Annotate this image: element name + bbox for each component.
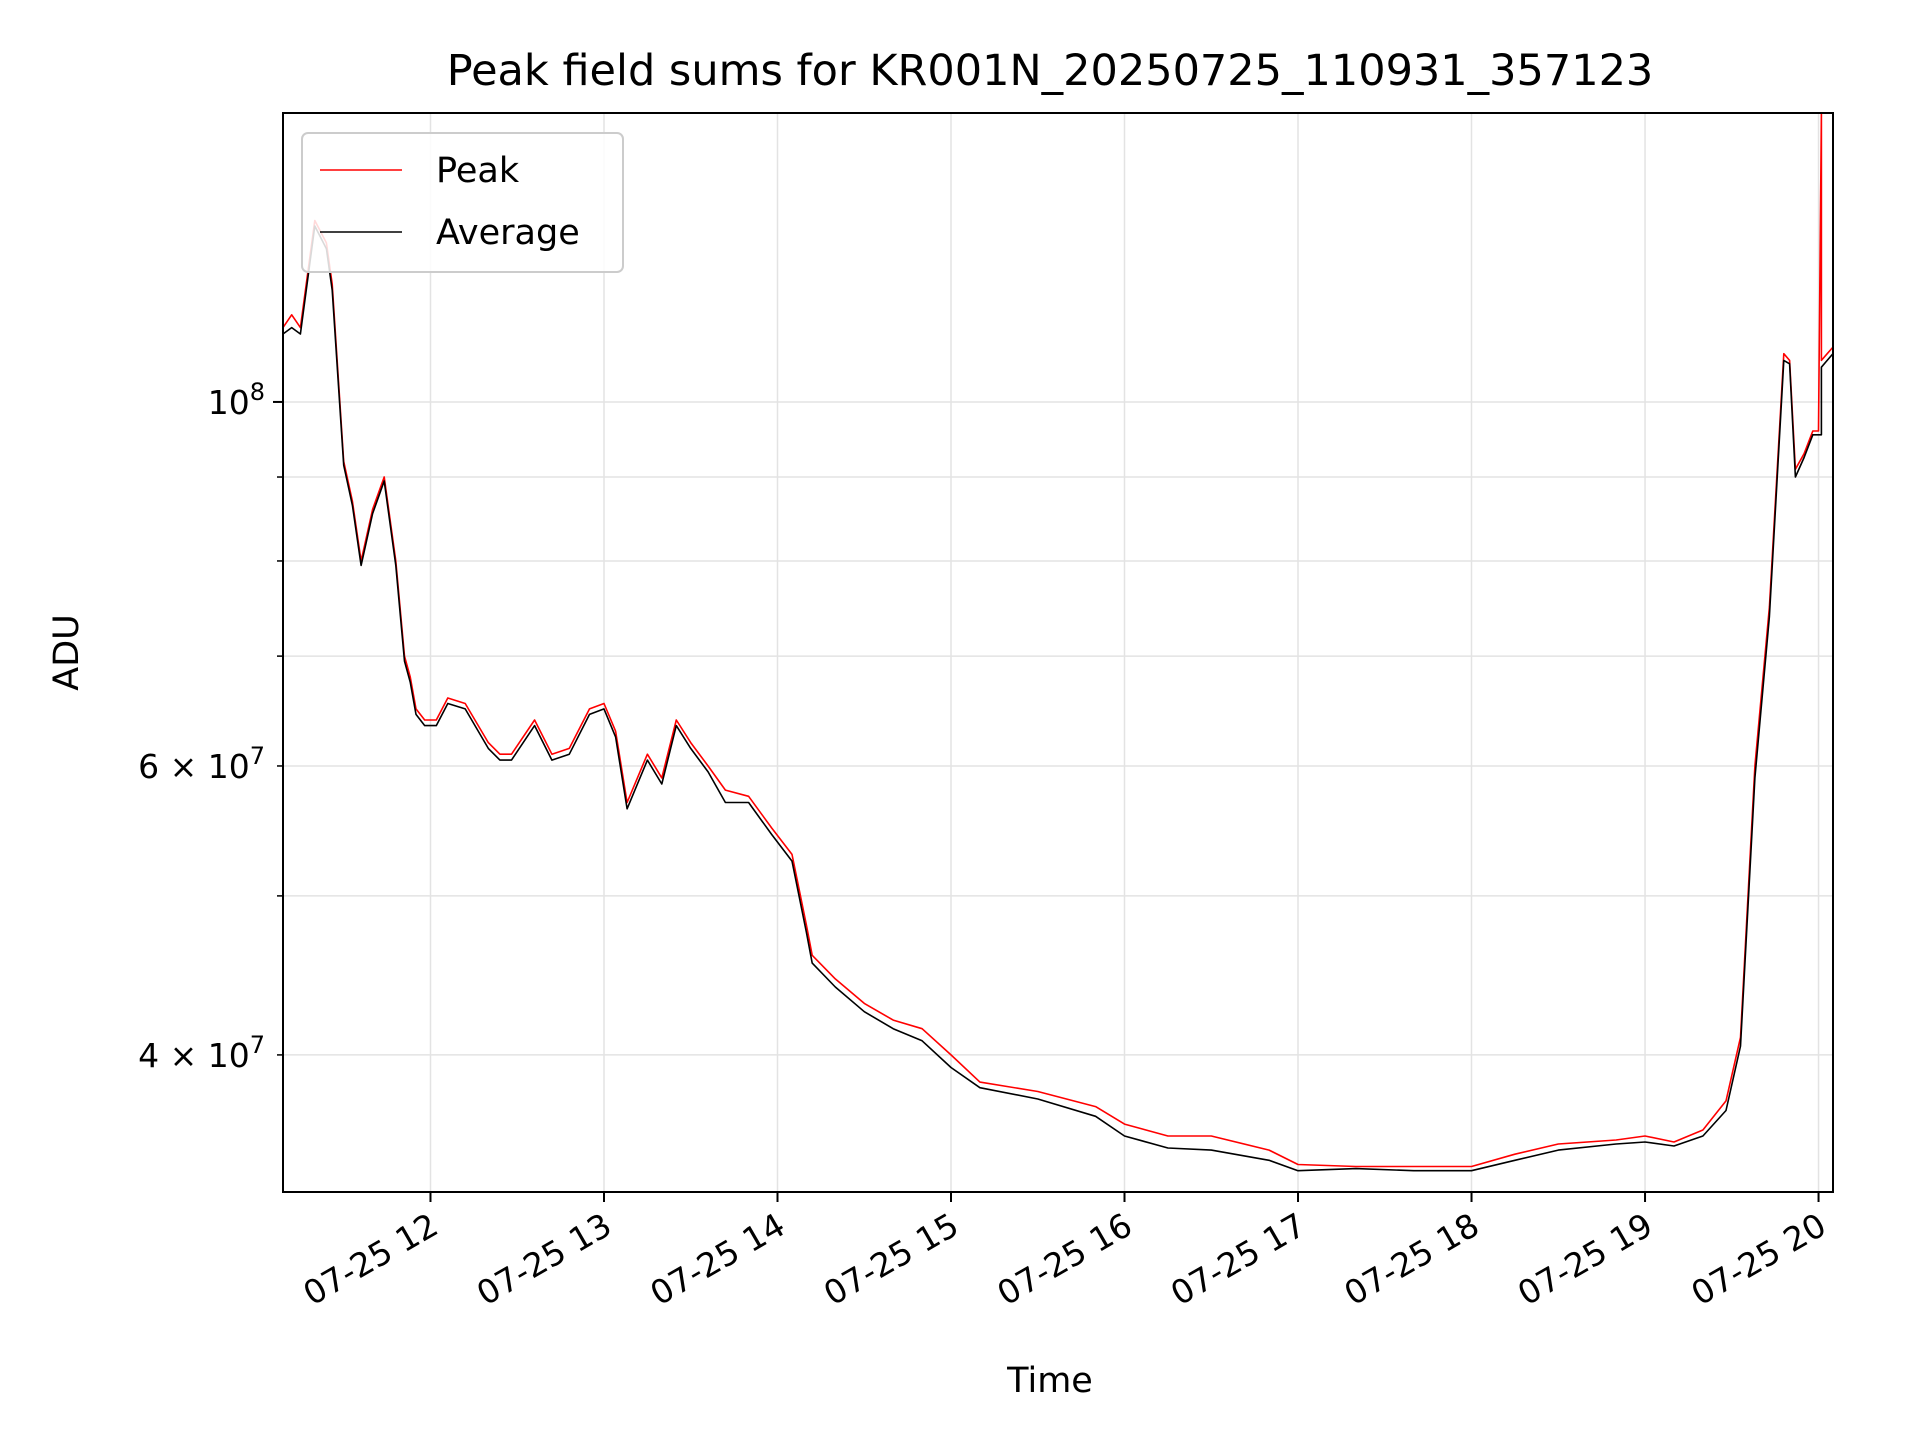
plot-frame [282, 112, 1834, 1193]
x-axis-title: Time [1006, 1361, 1093, 1401]
series-layer [283, 113, 1833, 1172]
series-line-average [283, 225, 1833, 1172]
y-axis-title: ADU [47, 614, 87, 691]
y-tick-label: 108 [208, 378, 265, 422]
y-tick-label: 6 × 107 [138, 742, 265, 786]
series-line-peak [283, 113, 1833, 1168]
grid [283, 113, 1833, 1192]
chart-title: Peak field sums for KR001N_20250725_1109… [447, 46, 1654, 96]
legend: Peak Average [301, 132, 624, 273]
legend-label: Peak [436, 151, 520, 191]
y-tick-label: 4 × 107 [138, 1031, 265, 1075]
legend-label: Average [436, 213, 580, 253]
legend-box [301, 132, 624, 273]
